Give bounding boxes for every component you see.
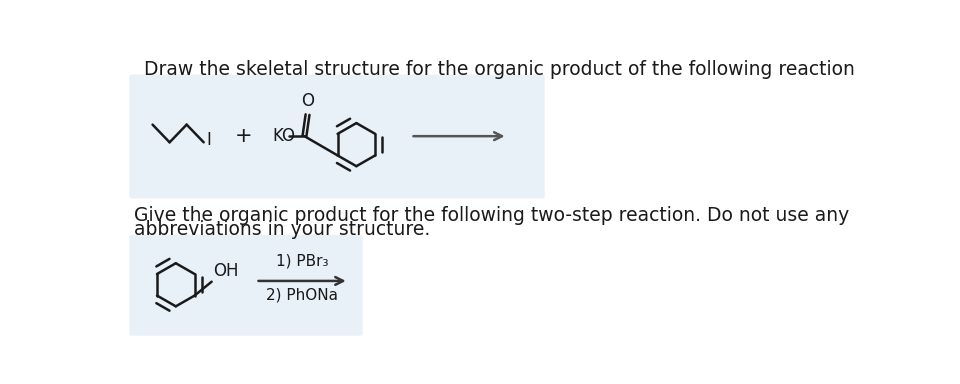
Text: OH: OH [213,262,239,280]
Text: 2) PhONa: 2) PhONa [266,287,338,302]
Text: O: O [301,92,314,110]
Text: Draw the skeletal structure for the organic product of the following reaction: Draw the skeletal structure for the orga… [144,60,855,79]
Text: 1) PBr₃: 1) PBr₃ [276,253,328,269]
Text: KO: KO [272,127,295,145]
Text: abbreviations in your structure.: abbreviations in your structure. [134,220,430,239]
Text: I: I [206,131,211,149]
FancyBboxPatch shape [130,74,544,199]
FancyBboxPatch shape [130,235,363,336]
Text: +: + [235,126,252,146]
Text: Give the organic product for the following two-step reaction. Do not use any: Give the organic product for the followi… [134,206,850,225]
